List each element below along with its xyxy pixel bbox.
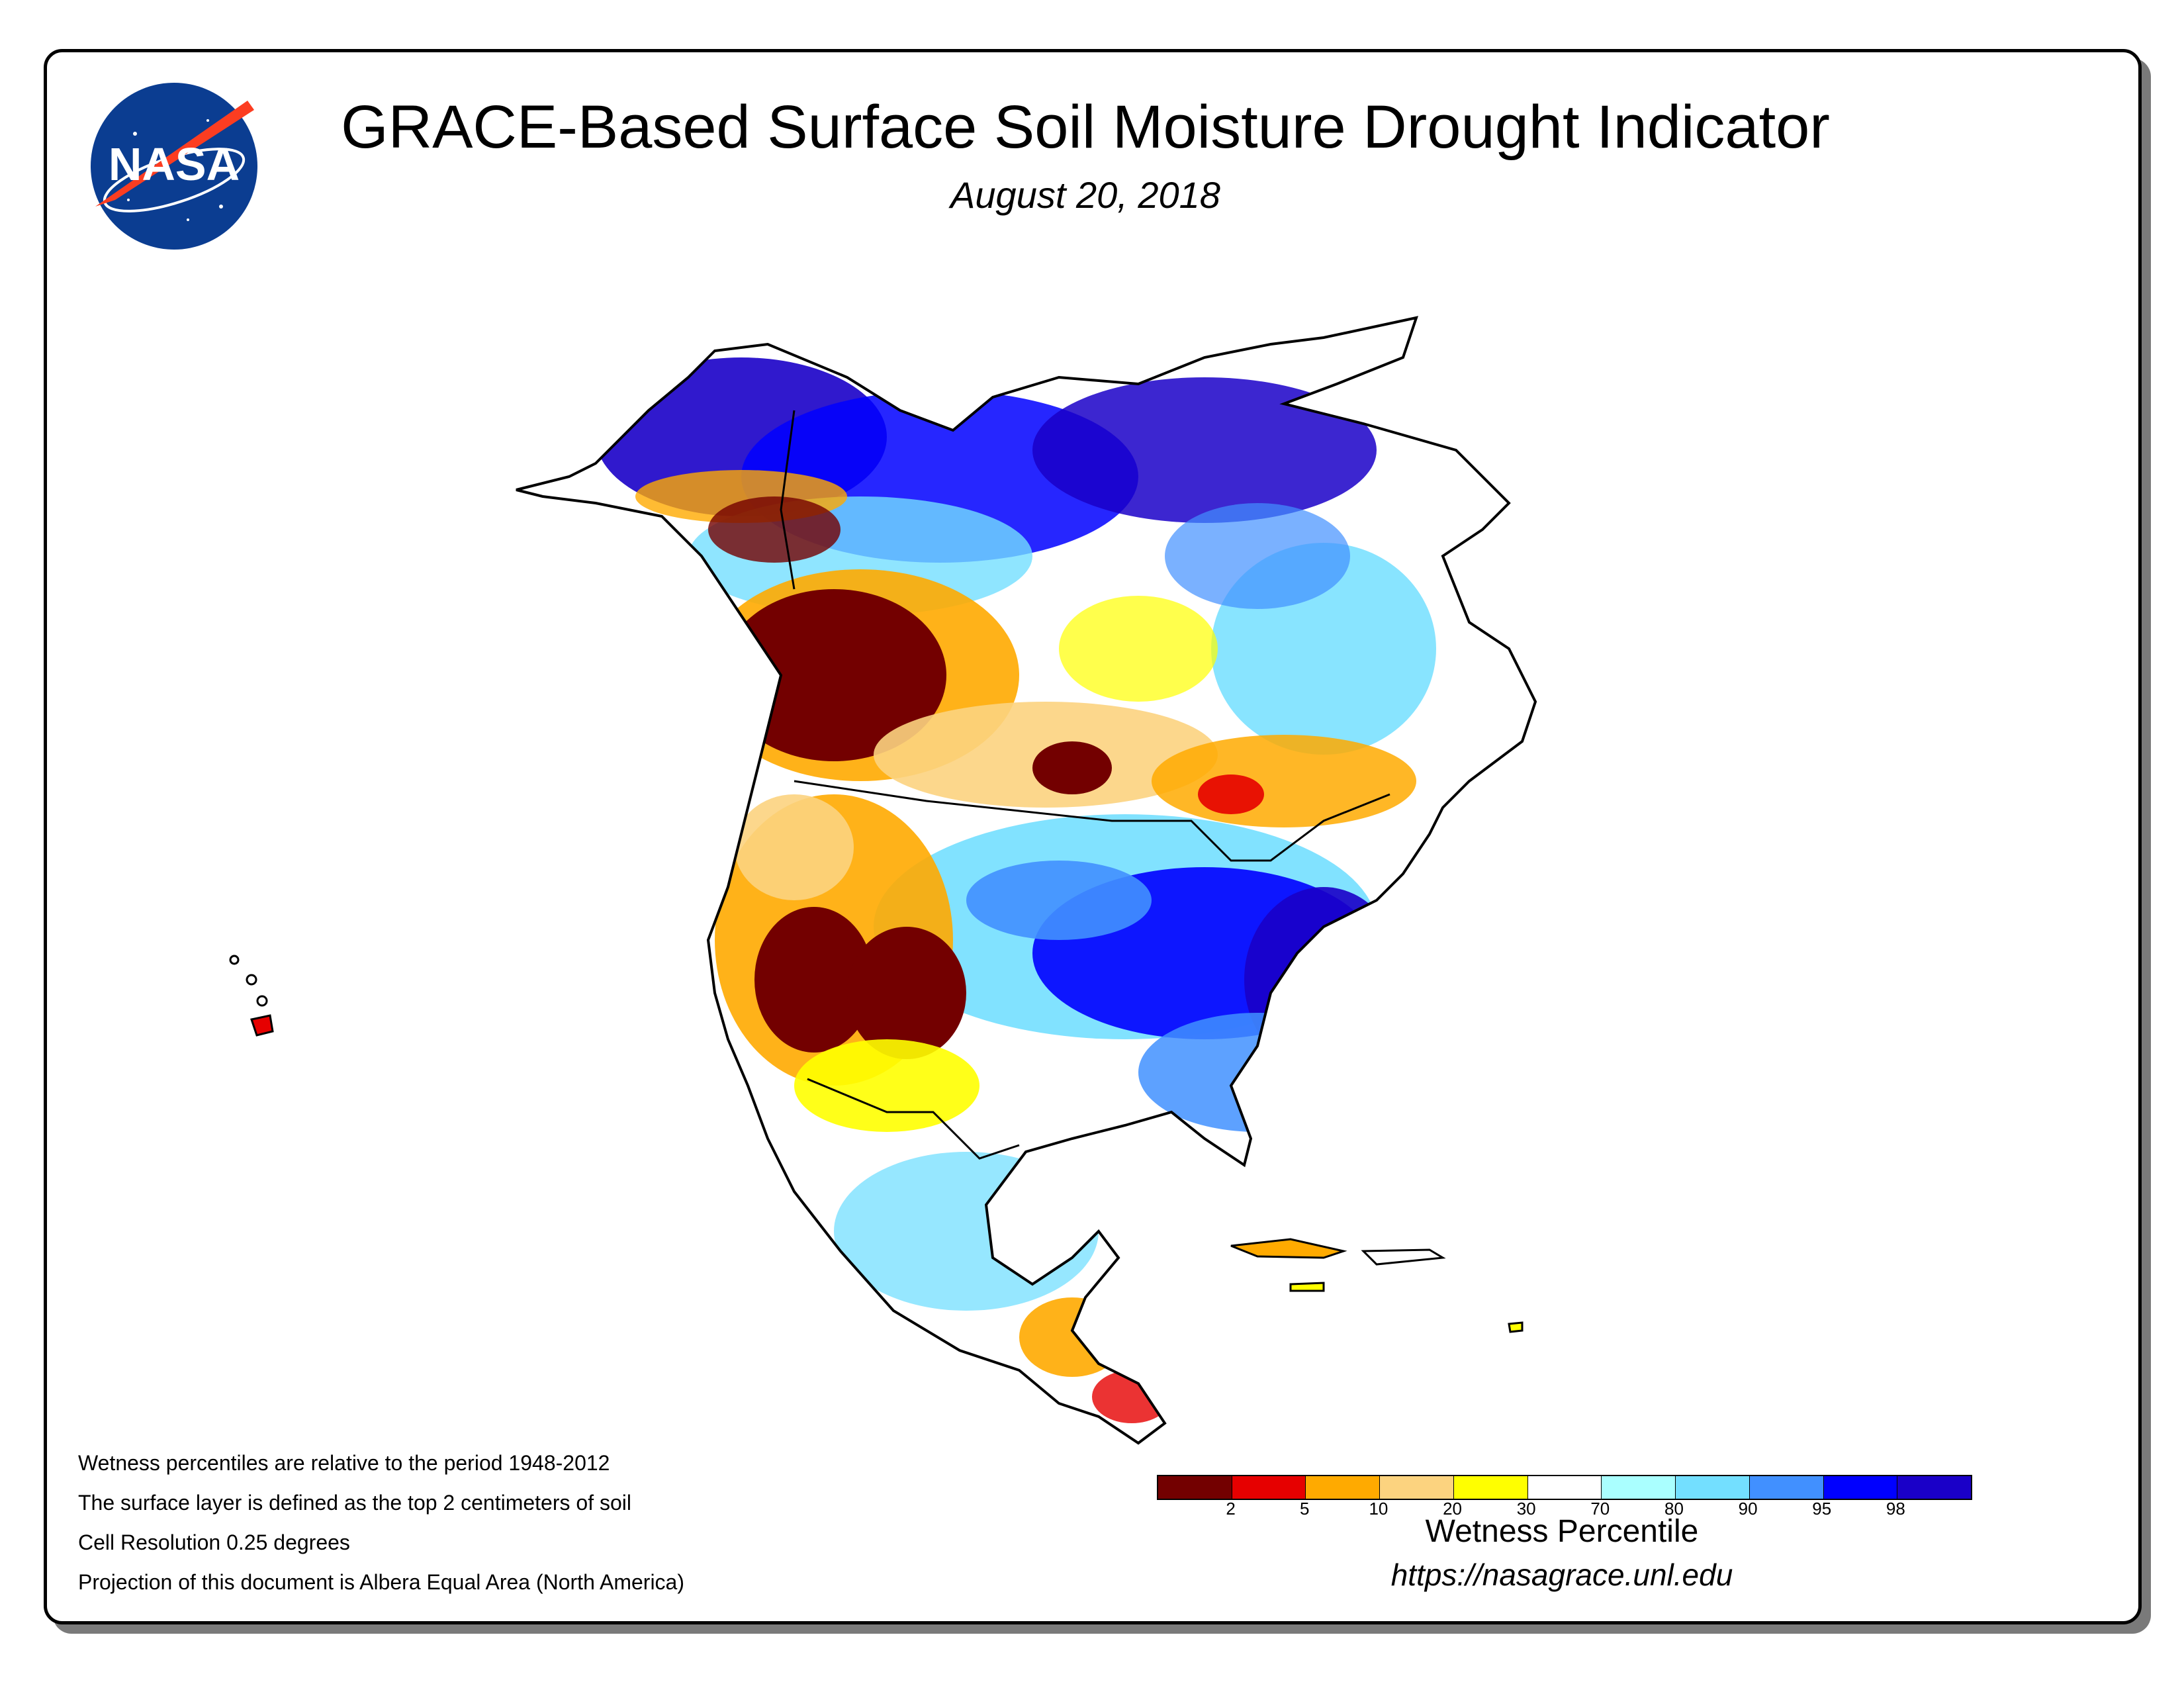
legend-tick-label: 70 — [1590, 1499, 1610, 1519]
coastline — [516, 316, 1537, 1445]
note-percentile-period: Wetness percentiles are relative to the … — [78, 1451, 610, 1475]
alaska-border — [780, 410, 796, 590]
notes-block: Wetness percentiles are relative to the … — [78, 1443, 872, 1602]
north-america-map — [229, 316, 1537, 1445]
legend-swatch — [1527, 1476, 1602, 1499]
note-cell-resolution: Cell Resolution 0.25 degrees — [78, 1530, 350, 1554]
hawaii-islands — [229, 955, 274, 1037]
us-mexico-border — [807, 1078, 1020, 1160]
legend-tick-label: 80 — [1664, 1499, 1684, 1519]
legend-swatch — [1897, 1476, 1972, 1499]
legend-title: Wetness Percentile — [1425, 1514, 1699, 1549]
legend-ticks: 2 5 10 20 30 70 80 90 95 98 — [1157, 1499, 1970, 1523]
caribbean-islands — [1230, 1238, 1524, 1333]
legend-swatch — [1453, 1476, 1528, 1499]
legend-swatch — [1380, 1476, 1454, 1499]
nasa-logo-text: NASA — [109, 138, 240, 190]
legend-swatch — [1602, 1476, 1676, 1499]
legend-tick-label: 20 — [1443, 1499, 1462, 1519]
legend-tick-label: 10 — [1369, 1499, 1388, 1519]
legend-swatch — [1823, 1476, 1898, 1499]
legend-tick-label: 98 — [1886, 1499, 1905, 1519]
map-title: GRACE-Based Surface Soil Moisture Drough… — [341, 93, 1830, 161]
legend-swatch — [1158, 1476, 1232, 1499]
note-projection: Projection of this document is Albera Eq… — [78, 1570, 684, 1594]
legend-swatch — [1232, 1476, 1306, 1499]
legend-tick-label: 2 — [1226, 1499, 1236, 1519]
legend-swatch — [1676, 1476, 1750, 1499]
color-legend — [1157, 1475, 1972, 1500]
nasa-logo: NASA — [91, 83, 257, 250]
legend-tick-label: 90 — [1738, 1499, 1758, 1519]
wetness-field — [516, 318, 1535, 1443]
legend-tick-label: 5 — [1300, 1499, 1310, 1519]
map-date: August 20, 2018 — [950, 174, 1220, 216]
source-url[interactable]: https://nasagrace.unl.edu — [1390, 1558, 1733, 1592]
legend-swatch — [1749, 1476, 1824, 1499]
legend-swatch — [1306, 1476, 1381, 1499]
us-canada-border — [794, 780, 1390, 862]
legend-tick-label: 95 — [1812, 1499, 1832, 1519]
legend-tick-label: 30 — [1516, 1499, 1536, 1519]
note-surface-layer: The surface layer is defined as the top … — [78, 1491, 631, 1515]
